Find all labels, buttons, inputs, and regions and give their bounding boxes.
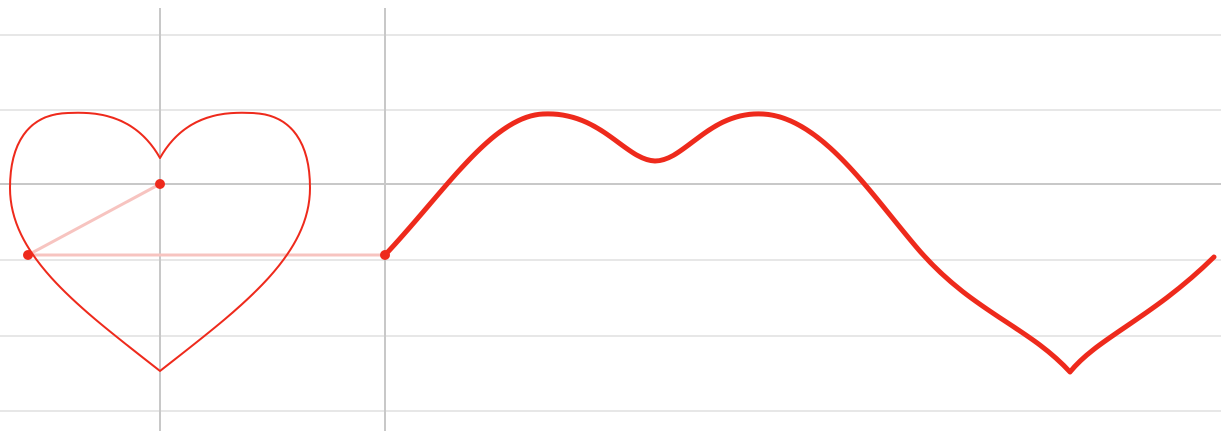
axis-lines — [0, 8, 1221, 431]
heart-moving-point — [23, 250, 33, 260]
wave-start-point — [380, 250, 390, 260]
projection-wave-icon — [382, 111, 1217, 375]
heart-curve-icon — [9, 111, 311, 372]
projection-lines — [26, 182, 387, 257]
heart-center-point — [155, 179, 165, 189]
radius-line — [26, 182, 162, 257]
